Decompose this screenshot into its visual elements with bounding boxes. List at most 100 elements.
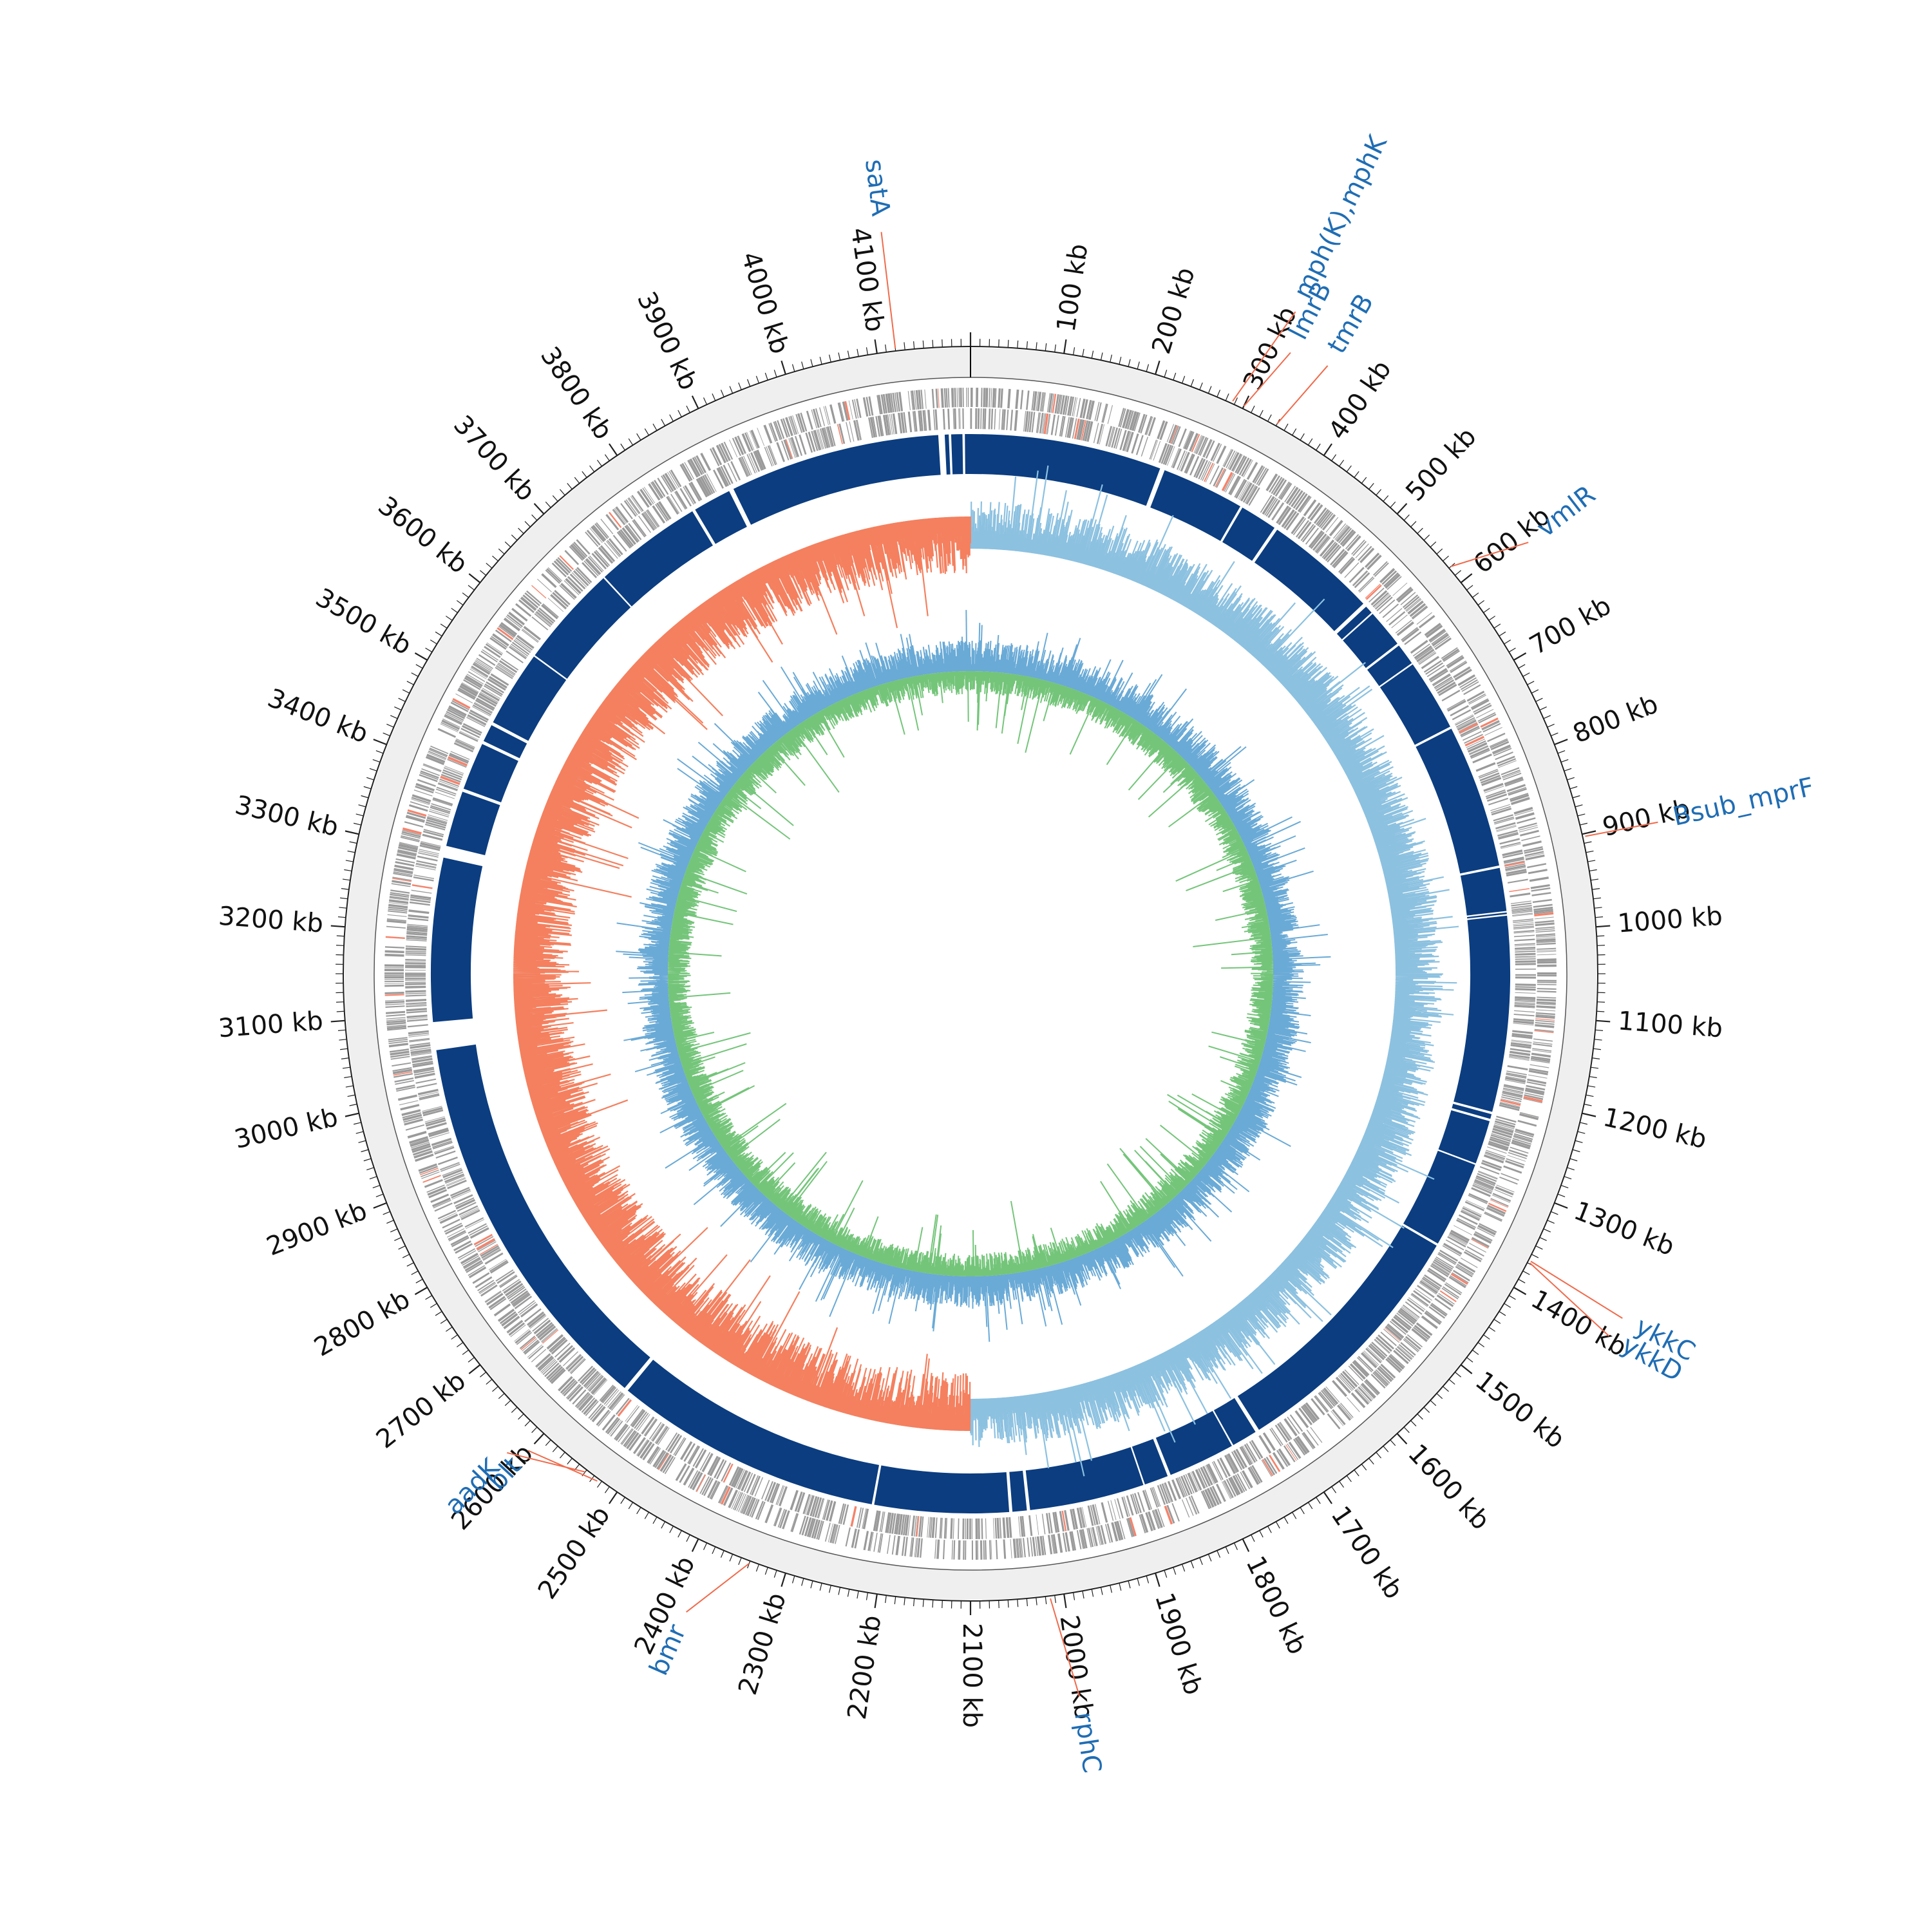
cds-forward [392, 1068, 413, 1075]
cds-forward [914, 390, 917, 410]
cds-reverse [477, 1240, 496, 1251]
cds-reverse [1369, 1343, 1387, 1359]
cds-forward [484, 1291, 501, 1302]
cds-reverse [410, 896, 431, 901]
cds-reverse [1231, 1451, 1243, 1470]
cds-reverse [887, 1512, 892, 1533]
cds-reverse [1245, 486, 1258, 505]
cds-forward [1456, 1265, 1473, 1276]
cds-forward [1222, 1481, 1231, 1499]
cds-reverse [687, 1445, 699, 1464]
cds-forward [1452, 1269, 1470, 1282]
contig-block [1336, 607, 1372, 639]
cds-forward [813, 1519, 821, 1539]
cds-forward [390, 1050, 410, 1056]
cds-reverse [1094, 1504, 1101, 1524]
cds-forward [721, 442, 730, 461]
gene-label-bsub-mprf: Bsub_mprF [1670, 772, 1817, 832]
minor-tick [390, 1228, 398, 1233]
cds-reverse [644, 511, 658, 529]
cds-forward [409, 1136, 428, 1144]
cds-forward [1405, 598, 1421, 611]
cds-reverse [1150, 440, 1159, 460]
cds-forward [1144, 416, 1153, 435]
cds-forward [1519, 826, 1539, 833]
cds-forward [1325, 516, 1339, 533]
cds-reverse [631, 1409, 646, 1428]
cds-forward [1446, 655, 1463, 667]
cds-forward [1525, 854, 1545, 861]
minor-tick [838, 1587, 841, 1595]
cds-forward [1251, 1464, 1263, 1483]
cds-reverse [1475, 762, 1496, 772]
minor-tick [1390, 1439, 1396, 1446]
cds-forward [395, 1080, 414, 1085]
cds-reverse [414, 1072, 435, 1079]
cds-forward [468, 1265, 486, 1276]
cds-forward [1032, 391, 1037, 411]
cds-reverse [721, 1463, 732, 1482]
cds-reverse [1486, 793, 1508, 802]
cds-reverse [413, 876, 434, 882]
cds-reverse [1500, 1099, 1521, 1106]
cds-forward [542, 1361, 558, 1376]
minor-tick [1403, 514, 1410, 521]
cds-reverse [1150, 1488, 1159, 1508]
cds-forward [919, 1538, 923, 1558]
cds-reverse [1432, 674, 1451, 687]
major-tick [373, 1202, 387, 1209]
minor-tick [1577, 1131, 1586, 1134]
cds-reverse [589, 1376, 604, 1392]
cds-reverse [1141, 437, 1149, 457]
cds-forward [1524, 1092, 1544, 1098]
cds-reverse [443, 768, 464, 776]
cds-reverse [538, 1325, 556, 1341]
cds-reverse [1388, 611, 1406, 626]
minor-tick [801, 1578, 804, 1586]
cds-forward [1229, 1476, 1241, 1495]
cds-reverse [1378, 1334, 1394, 1350]
cds-reverse [1046, 413, 1050, 435]
cds-reverse [456, 738, 475, 748]
annotation-leader [1276, 365, 1329, 424]
cds-reverse [694, 1449, 707, 1469]
cds-forward [1003, 1539, 1007, 1559]
cds-reverse [978, 1518, 980, 1539]
cds-forward [1073, 397, 1078, 417]
cds-forward [1189, 1496, 1198, 1515]
minor-tick [1543, 1228, 1551, 1233]
cds-forward [1059, 395, 1065, 415]
cds-reverse [1244, 485, 1256, 504]
cds-forward [1438, 1293, 1455, 1305]
cds-forward [1079, 399, 1086, 419]
cds-forward [441, 719, 460, 730]
cds-forward [1375, 1369, 1390, 1384]
cds-forward [757, 428, 765, 446]
minor-tick [904, 342, 905, 350]
minor-tick [1586, 850, 1594, 853]
minor-tick [341, 888, 349, 890]
cds-reverse [405, 980, 426, 981]
cds-forward [1524, 851, 1544, 857]
cds-forward [829, 1524, 837, 1544]
cds-forward [692, 1472, 703, 1491]
cds-reverse [418, 852, 439, 857]
cds-reverse [497, 663, 515, 676]
cds-reverse [1394, 1314, 1412, 1329]
cds-forward [422, 764, 441, 773]
cds-reverse [1179, 451, 1188, 471]
cds-reverse [829, 1501, 837, 1522]
cds-forward [440, 723, 459, 733]
cds-reverse [459, 732, 478, 743]
cds-forward [1474, 1232, 1492, 1242]
minor-tick [336, 1001, 345, 1003]
cds-reverse [1217, 1459, 1228, 1478]
cds-forward [1284, 486, 1296, 503]
cds-forward [430, 1193, 450, 1203]
cds-reverse [435, 1150, 456, 1159]
gc-positive-series [969, 465, 1459, 1477]
major-tick [345, 1112, 359, 1117]
cds-forward [385, 1005, 405, 1009]
cds-reverse [1211, 1461, 1222, 1481]
